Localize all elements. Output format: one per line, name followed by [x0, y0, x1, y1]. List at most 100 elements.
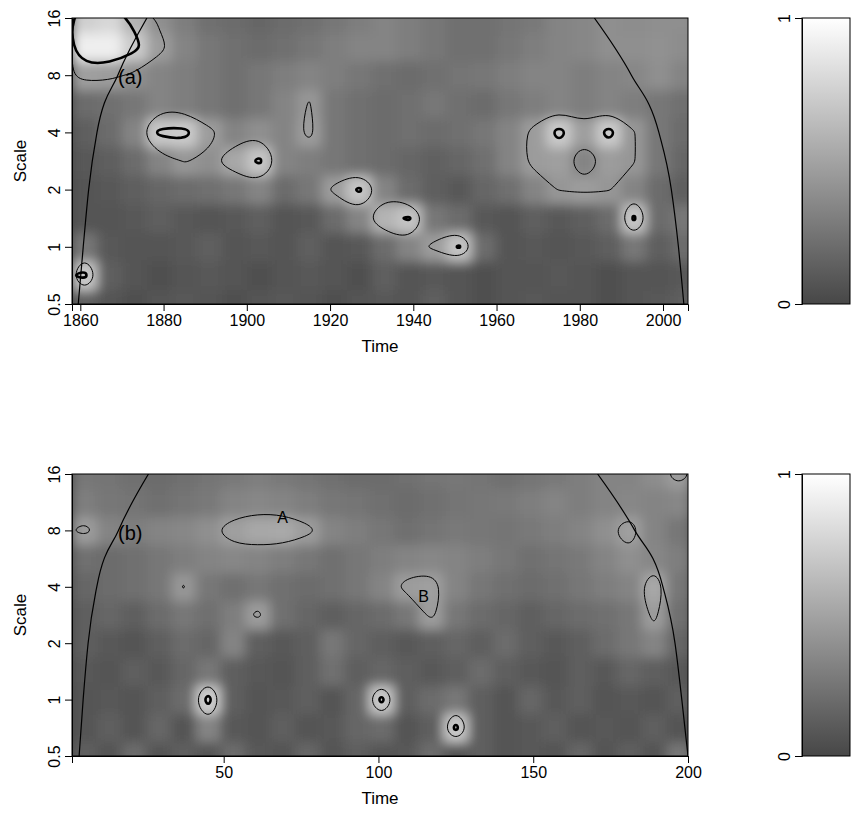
heat-cell: [270, 601, 295, 630]
heat-cell: [245, 629, 270, 658]
x-tick-label: 150: [520, 764, 547, 781]
contour: [373, 689, 390, 710]
heat-cell: [646, 61, 671, 90]
heat-cell: [272, 261, 297, 290]
heat-cell: [567, 742, 592, 756]
heat-cell: [197, 32, 222, 61]
x-tick-label: 1900: [230, 312, 266, 329]
heat-cell: [546, 118, 571, 147]
y-tick: 2: [46, 186, 72, 195]
heat-cell: [72, 629, 97, 658]
y-tick: 16: [46, 466, 72, 484]
heat-cell: [247, 290, 272, 304]
heat-cell: [221, 742, 246, 756]
heat-cell: [146, 742, 171, 756]
contour: [379, 697, 383, 702]
heat-cell: [472, 175, 497, 204]
heat-cell: [222, 204, 247, 233]
heat-cell: [671, 118, 688, 147]
heat-cell: [571, 89, 596, 118]
heat-cell: [320, 714, 345, 743]
heat-cell: [247, 61, 272, 90]
panel-label: (b): [118, 522, 142, 544]
heat-cell: [567, 573, 592, 602]
contour: [254, 611, 261, 617]
color-bar-axis: 01: [776, 470, 803, 761]
heat-cell: [369, 474, 394, 489]
x-tick-mark: [688, 756, 689, 763]
heat-cell: [443, 686, 468, 715]
contour: [182, 585, 184, 588]
x-tick-mark: [80, 304, 81, 311]
x-tick-label: 100: [366, 764, 393, 781]
heat-cell: [422, 261, 447, 290]
heat-cell: [372, 204, 397, 233]
heat-cell: [592, 686, 617, 715]
heat-cell: [621, 261, 646, 290]
heat-cell: [320, 686, 345, 715]
color-bar-tick: 1: [776, 14, 802, 23]
cone-of-influence: [78, 18, 684, 304]
y-tick: 2: [46, 639, 72, 648]
color-bar-tick-label: 1: [776, 470, 793, 479]
heat-cell: [497, 147, 522, 176]
heat-cell: [72, 290, 97, 304]
heat-cell: [422, 175, 447, 204]
heat-cell: [372, 233, 397, 262]
heat-cell: [621, 18, 646, 33]
heat-cell: [522, 89, 547, 118]
heat-cell: [197, 204, 222, 233]
heat-cell: [646, 233, 671, 262]
heat-cell: [543, 714, 568, 743]
heat-cell: [221, 657, 246, 686]
heat-cell: [171, 544, 196, 573]
heat-cell: [642, 686, 667, 715]
heat-cell: [197, 233, 222, 262]
heat-cell: [146, 657, 171, 686]
heat-cell: [320, 516, 345, 545]
heat-cell: [394, 516, 419, 545]
heat-cell: [397, 18, 422, 33]
heat-cell: [295, 686, 320, 715]
heat-cell: [295, 544, 320, 573]
heat-cell: [522, 32, 547, 61]
heat-cell: [172, 175, 197, 204]
heat-cell: [596, 261, 621, 290]
heat-cell: [122, 544, 147, 573]
heat-cell: [518, 657, 543, 686]
heat-cell: [297, 89, 322, 118]
heat-cell: [596, 147, 621, 176]
heat-cell: [666, 629, 688, 658]
heat-cell: [146, 516, 171, 545]
y-tick-mark: [65, 18, 72, 19]
heat-cell: [567, 474, 592, 489]
heat-cell: [171, 657, 196, 686]
x-tick-mark: [247, 304, 248, 311]
heat-cell: [72, 714, 97, 743]
heat-cell: [270, 544, 295, 573]
heat-cell: [419, 474, 444, 489]
x-tick: 1860: [63, 304, 99, 329]
heat-cell: [419, 544, 444, 573]
color-bar-tick-label: 1: [776, 14, 793, 23]
heat-cell: [571, 147, 596, 176]
heat-cell: [394, 544, 419, 573]
heat-cell: [546, 32, 571, 61]
heat-cell: [146, 488, 171, 517]
heat-cell: [172, 233, 197, 262]
heat-cell: [196, 629, 221, 658]
heat-cell: [295, 714, 320, 743]
x-tick-mark: [413, 304, 414, 311]
heat-cell: [543, 544, 568, 573]
heat-cell: [468, 516, 493, 545]
heat-cell: [122, 233, 147, 262]
contour: [73, 18, 139, 63]
heat-cell: [493, 601, 518, 630]
heat-cell: [122, 742, 147, 756]
x-tick-label: 1940: [396, 312, 432, 329]
annotation: B: [418, 588, 429, 605]
x-tick: 1900: [230, 304, 266, 329]
heat-cell: [369, 488, 394, 517]
heat-cell: [468, 742, 493, 756]
heat-cell: [518, 516, 543, 545]
